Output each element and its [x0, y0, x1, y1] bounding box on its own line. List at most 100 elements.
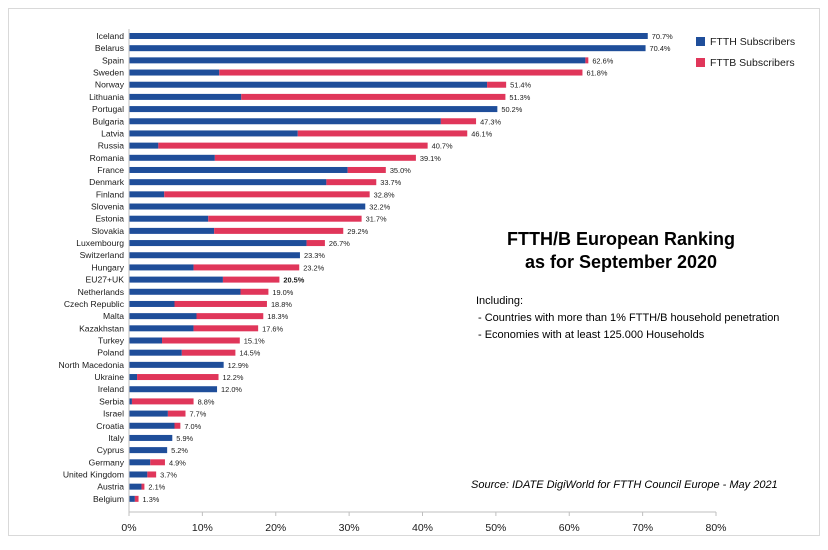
category-label: Austria: [97, 482, 124, 492]
total-value-label: 7.7%: [189, 410, 206, 419]
fttb-bar: [137, 374, 219, 381]
ftth-bar: [129, 166, 348, 173]
category-label: Germany: [89, 457, 125, 467]
total-value-label: 70.7%: [652, 32, 673, 41]
x-tick-label: 40%: [412, 522, 433, 534]
category-label: Cyprus: [97, 445, 124, 455]
ftth-bar: [129, 361, 224, 368]
fttb-bar: [193, 325, 259, 332]
category-label: Poland: [97, 348, 124, 358]
total-value-label: 18.8%: [271, 300, 292, 309]
category-label: Bulgaria: [92, 116, 124, 126]
bars-layer: [129, 33, 648, 502]
fttb-bar: [158, 142, 428, 149]
x-axis: 0% 10% 20% 30% 40% 50% 60% 70% 80%: [121, 29, 727, 534]
category-label: France: [97, 165, 124, 175]
total-value-label: 32.8%: [374, 190, 395, 199]
total-value-label: 23.2%: [303, 263, 324, 272]
category-label: Kazakhstan: [79, 323, 124, 333]
category-label: Belgium: [93, 494, 124, 504]
ftth-bar: [129, 179, 327, 186]
x-tick-label: 0%: [121, 522, 136, 534]
total-value-label: 70.4%: [650, 44, 671, 53]
fttb-bar: [219, 69, 583, 76]
category-label: Hungary: [92, 262, 125, 272]
category-label: Israel: [103, 409, 124, 419]
source-note: Source: IDATE DigiWorld for FTTH Council…: [471, 479, 778, 491]
fttb-bar: [297, 130, 468, 137]
total-value-label: 47.3%: [480, 117, 501, 126]
fttb-bar: [147, 471, 157, 478]
legend: FTTH Subscribers FTTB Subscribers: [696, 36, 795, 69]
x-tick-label: 10%: [192, 522, 213, 534]
fttb-bar: [134, 495, 139, 502]
ftth-bar: [129, 191, 165, 198]
total-value-label: 7.0%: [184, 422, 201, 431]
ftth-bar: [129, 57, 586, 64]
ftth-bar: [129, 288, 241, 295]
fttb-bar: [241, 93, 506, 100]
x-tick-label: 60%: [559, 522, 580, 534]
ftth-bar: [129, 81, 488, 88]
total-value-label: 4.9%: [169, 458, 186, 467]
fttb-bar: [240, 288, 269, 295]
fttb-bar: [585, 57, 589, 64]
total-value-label: 12.9%: [228, 361, 249, 370]
total-value-label: 14.5%: [239, 349, 260, 358]
total-value-label: 2.1%: [148, 483, 165, 492]
fttb-bar: [306, 240, 325, 247]
total-value-label: 12.2%: [223, 373, 244, 382]
chart-title-line-1: FTTH/B European Ranking: [507, 229, 735, 249]
fttb-bar: [174, 422, 181, 429]
total-value-label: 33.7%: [380, 178, 401, 187]
category-label: Belarus: [95, 43, 124, 53]
fttb-bar: [164, 191, 370, 198]
total-value-label: 62.6%: [592, 56, 613, 65]
total-value-label: 8.8%: [198, 397, 215, 406]
x-tick-label: 80%: [705, 522, 726, 534]
fttb-bar: [208, 215, 362, 222]
fttb-bar: [162, 337, 240, 344]
ftth-bar: [129, 130, 298, 137]
fttb-bar: [141, 483, 145, 490]
ftth-bar: [129, 325, 194, 332]
category-label: Czech Republic: [64, 299, 125, 309]
ftth-bar: [129, 252, 300, 259]
total-value-label: 35.0%: [390, 166, 411, 175]
total-value-label: 5.2%: [171, 446, 188, 455]
category-label: Ukraine: [94, 372, 124, 382]
category-label: EU27+UK: [86, 275, 125, 285]
total-value-label: 29.2%: [347, 227, 368, 236]
ftth-bar: [129, 203, 366, 210]
total-value-label: 5.9%: [176, 434, 193, 443]
ftth-bar: [129, 276, 223, 283]
total-value-label: 50.2%: [501, 105, 522, 114]
x-tick-label: 50%: [485, 522, 506, 534]
total-value-label: 39.1%: [420, 154, 441, 163]
category-label: Lithuania: [89, 92, 124, 102]
total-value-label: 15.1%: [244, 337, 265, 346]
category-label: Croatia: [96, 421, 124, 431]
category-label: Norway: [95, 80, 125, 90]
legend-swatch-fttb: [696, 58, 705, 67]
ftth-bar: [129, 495, 135, 502]
total-value-label: 51.4%: [510, 81, 531, 90]
legend-swatch-ftth: [696, 37, 705, 46]
x-tick-label: 70%: [632, 522, 653, 534]
category-label: Spain: [102, 55, 124, 65]
chart-frame: Iceland Belarus Spain Sweden Norway Lithuania…: [8, 8, 820, 536]
ftth-bar: [129, 154, 215, 161]
ftth-bar: [129, 264, 194, 271]
ftth-bar: [129, 106, 498, 113]
category-label: Ireland: [98, 384, 124, 394]
ftth-bar: [129, 398, 132, 405]
notes-line-2: - Economies with at least 125.000 Househ…: [478, 329, 705, 341]
ftth-bar: [129, 349, 182, 356]
fttb-bar: [347, 166, 386, 173]
ftth-bar: [129, 374, 138, 381]
category-label: Malta: [103, 311, 124, 321]
ftth-bar: [129, 313, 197, 320]
category-label: Sweden: [93, 68, 124, 78]
total-value-label: 46.1%: [471, 129, 492, 138]
category-label: Portugal: [92, 104, 124, 114]
